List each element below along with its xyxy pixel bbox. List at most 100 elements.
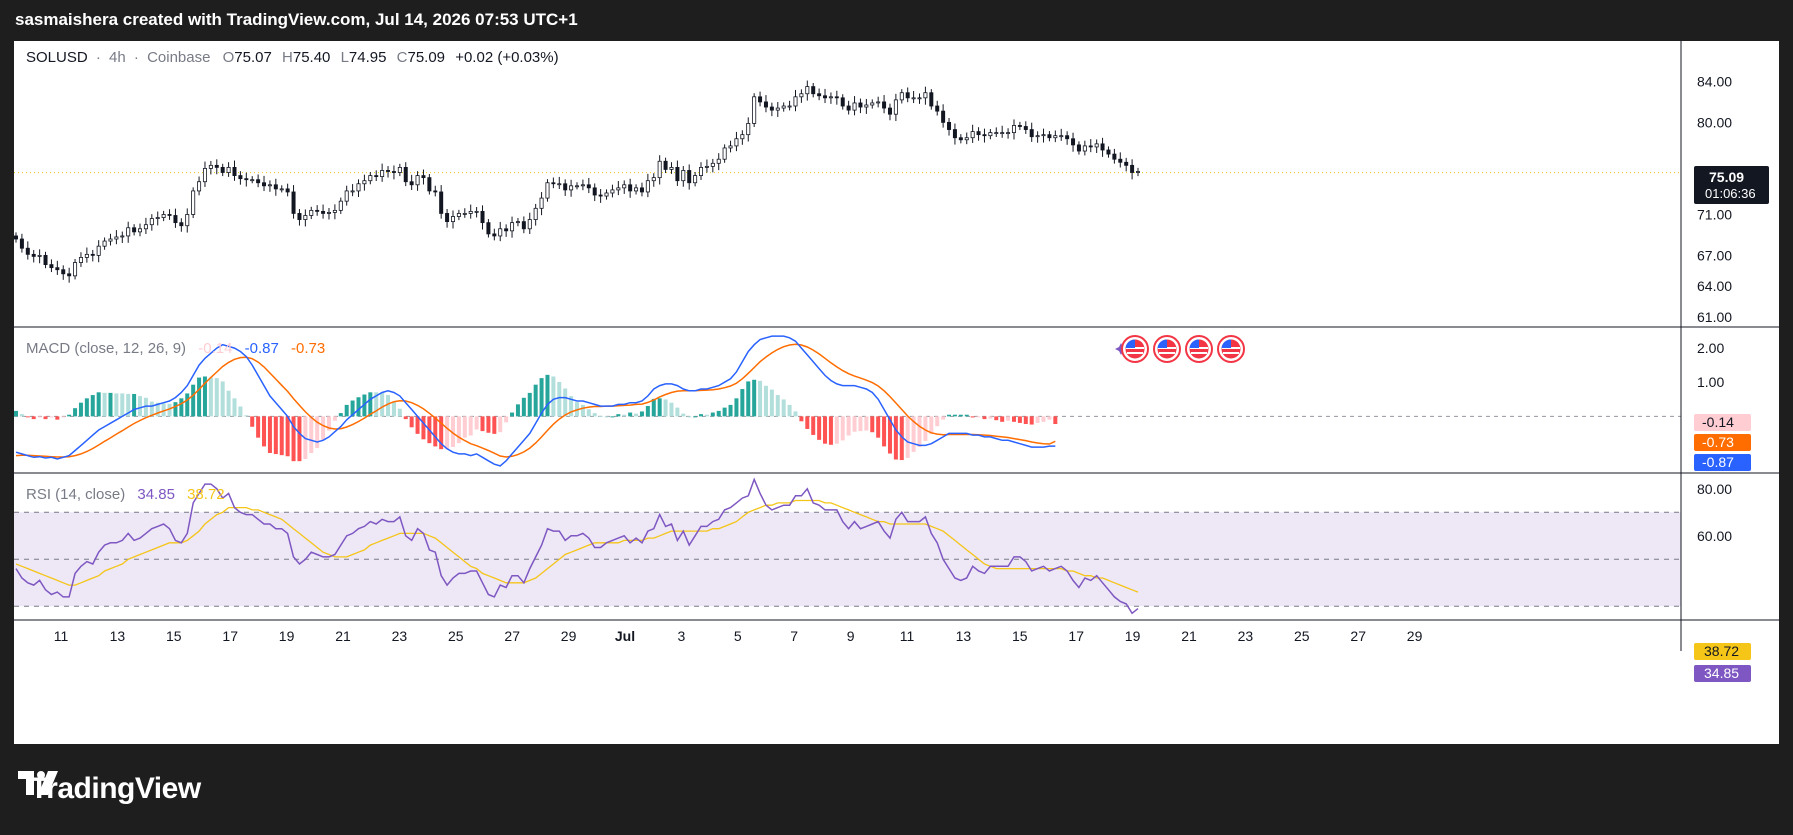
macd-histogram-bar [840,416,845,441]
candle-body [846,105,851,111]
macd-histogram-bar [887,416,892,454]
candle-body [551,182,556,185]
macd-histogram-bar [480,416,485,432]
macd-histogram-bar [929,416,934,434]
candle-body [108,238,113,242]
candle-body [610,189,615,194]
candle-body [586,184,591,189]
macd-histogram-bar [279,416,284,456]
candle-body [1059,135,1064,138]
macd-legend[interactable]: MACD (close, 12, 26, 9) -0.14 -0.87 -0.7… [26,340,325,357]
candle-body [433,190,438,193]
economic-events[interactable] [1115,335,1245,363]
candle-body [533,207,538,220]
rsi-pane[interactable] [14,477,1681,615]
time-axis-tick: 17 [222,628,238,644]
candle-body [781,105,786,109]
candle-body [73,262,78,277]
candle-body [580,184,585,187]
us-flag-icon[interactable] [1217,335,1245,363]
macd-histogram-bar [273,416,278,455]
time-axis-tick: 21 [335,628,351,644]
candle-body [634,187,639,192]
candle-body [775,107,780,111]
macd-histogram-bar [935,416,940,427]
candle-body [893,99,898,115]
chart-container[interactable]: 84.00 80.00 71.00 67.00 64.00 61.00 2.00 1.00 80… [14,41,1779,744]
candle-body [262,182,267,187]
candle-body [96,245,101,256]
candle-body [657,160,662,179]
macd-histogram-bar [126,393,131,417]
macd-histogram-bar [433,416,438,447]
macd-histogram-bar [616,414,621,417]
macd-histogram-bar [533,384,538,417]
macd-histogram-bar [356,397,361,417]
macd-histogram-bar [309,416,314,453]
candle-body [161,214,166,218]
macd-value-tags: -0.14 -0.73 -0.87 [1694,414,1751,471]
macd-hist-tag: -0.14 [1702,414,1734,430]
us-flag-icon[interactable] [1185,335,1213,363]
macd-histogram-bar [161,403,166,417]
low-value: 74.95 [349,49,387,66]
axes-layer: 84.00 80.00 71.00 67.00 64.00 61.00 2.00 1.00 80… [14,41,1779,651]
candle-body [699,167,704,176]
macd-line [15,335,1056,467]
macd-histogram-bar [73,408,78,417]
macd-histogram-bar [515,404,520,417]
macd-histogram-bar [817,416,822,440]
chart-svg[interactable]: 84.00 80.00 71.00 67.00 64.00 61.00 2.00 1.00 80… [14,41,1779,744]
rsi-legend[interactable]: RSI (14, close) 34.85 38.72 [26,486,225,503]
macd-histogram-bar [1035,416,1040,423]
macd-histogram-bar [551,376,556,417]
candle-body [78,257,83,263]
candle-body [486,222,491,235]
tradingview-logo[interactable]: TradingView [18,771,201,807]
candle-body [1000,132,1005,135]
price-legend[interactable]: SOLUSD · 4h · Coinbase O75.07 H75.40 L74… [26,49,559,66]
candle-body [639,187,644,193]
candle-body [403,167,408,183]
time-axis-tick: 13 [956,628,972,644]
macd-histogram-bar [1041,416,1046,422]
candle-body [1071,138,1076,146]
us-flag-icon[interactable] [1153,335,1181,363]
time-axis-tick: 19 [279,628,295,644]
macd-histogram-bar [291,416,296,462]
time-axis-tick: 15 [166,628,182,644]
rsi-line [15,477,1139,615]
candle-body [793,96,798,107]
macd-histogram-bar [67,414,72,417]
macd-histogram-bar [876,416,881,438]
candle-body [285,188,290,193]
macd-histogram-bar [25,416,30,418]
macd-histogram-bar [563,388,568,417]
macd-histogram-bar [226,390,231,417]
price-pane[interactable] [14,80,1141,283]
macd-title: MACD (close, 12, 26, 9) [26,340,186,357]
candle-body [1011,125,1016,134]
candle-body [799,93,804,98]
macd-axis-tick: 1.00 [1697,374,1724,390]
macd-histogram-bar [634,413,639,417]
macd-histogram-bar [250,416,255,427]
candle-body [622,184,627,189]
legend-sep: · [134,49,139,66]
candle-body [220,167,225,173]
macd-histogram-bar [604,416,609,418]
macd-histogram-bar [976,416,981,418]
candle-body [386,170,391,172]
us-flag-icon[interactable] [1121,335,1149,363]
macd-histogram-bar [120,393,125,417]
candle-body [232,167,237,176]
candle-body [758,96,763,103]
candle-body [769,106,774,111]
candle-body [787,105,792,108]
time-axis-tick: 27 [1350,628,1366,644]
macd-histogram-bar [669,402,674,417]
macd-histogram-bar [19,414,24,417]
macd-histogram-bar [1023,416,1028,425]
candle-body [628,184,633,192]
macd-pane[interactable] [14,335,1681,467]
